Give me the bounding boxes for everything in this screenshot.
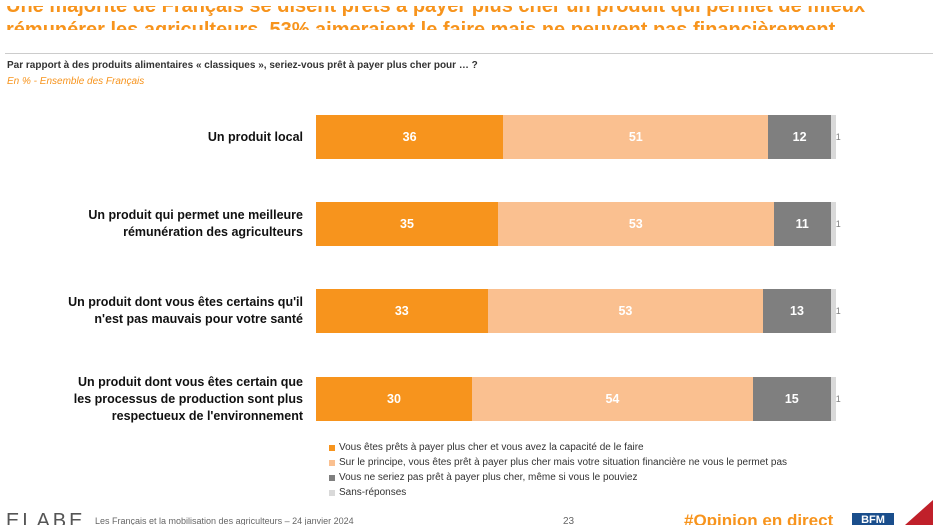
- category-label: Un produit qui permet une meilleure rémun…: [88, 207, 303, 241]
- legend-label: Vous ne seriez pas prêt à payer plus che…: [339, 472, 638, 483]
- bar-row: 35 53 11 1: [316, 202, 841, 246]
- bar-segment: 1: [830, 289, 841, 333]
- category-label-line: Un produit qui permet une meilleure: [88, 208, 303, 222]
- data-label: 1: [835, 394, 841, 404]
- bar-segment: 1: [830, 202, 841, 246]
- legend-swatch: [329, 459, 335, 466]
- bar-row: 36 51 12 1: [316, 115, 841, 159]
- bar-segment: 35: [316, 202, 498, 246]
- data-label: 54: [605, 392, 620, 406]
- bfm-logo: BFM: [852, 513, 894, 525]
- category-label: Un produit local: [208, 129, 303, 146]
- footer: ELABE Les Français et la mobilisation de…: [0, 513, 933, 525]
- bar-segment: 33: [316, 289, 488, 333]
- page-number: 23: [563, 516, 575, 525]
- footer-text: Les Français et la mobilisation des agri…: [95, 516, 354, 525]
- bar-segment: 53: [498, 202, 774, 246]
- data-label: 1: [835, 219, 841, 229]
- legend-item: Sur le principe, vous êtes prêt à payer …: [329, 455, 787, 470]
- base-subtitle: En % - Ensemble des Français: [7, 76, 145, 87]
- category-label-line: n'est pas mauvais pour votre santé: [94, 312, 303, 326]
- category-label-line: rémunération des agriculteurs: [123, 225, 303, 239]
- bar-segment: 13: [763, 289, 831, 333]
- bar-row: 30 54 15 1: [316, 377, 841, 421]
- bar-segment: 36: [316, 115, 504, 159]
- bar-segment: 51: [503, 115, 769, 159]
- data-label: 1: [835, 132, 841, 142]
- legend-label: Sur le principe, vous êtes prêt à payer …: [339, 457, 788, 468]
- data-label: 13: [790, 304, 804, 318]
- legend-swatch: [329, 444, 335, 451]
- category-label: Un produit dont vous êtes certains qu'il…: [68, 294, 303, 328]
- bar-segment: 54: [472, 377, 753, 421]
- hashtag: #Opinion en direct: [684, 513, 834, 525]
- category-label-line: les processus de production sont plus: [73, 391, 303, 406]
- legend-swatch: [329, 489, 335, 496]
- data-label: 1: [835, 306, 841, 316]
- category-label-line: Un produit dont vous êtes certains qu'il: [68, 295, 303, 309]
- question-text: Par rapport à des produits alimentaires …: [7, 60, 478, 71]
- bar-segment: 15: [752, 377, 831, 421]
- bar-segment: 12: [768, 115, 831, 159]
- legend-item: Sans-réponses: [329, 485, 787, 500]
- chart-legend: Vous êtes prêts à payer plus cher et vou…: [329, 440, 787, 500]
- data-label: 12: [792, 130, 807, 144]
- bar-row: 33 53 13 1: [316, 289, 841, 333]
- data-label: 53: [628, 217, 643, 231]
- legend-item: Vous ne seriez pas prêt à payer plus che…: [329, 470, 787, 485]
- title-line-2: rémunérer les agriculteurs, 53% aimeraie…: [6, 19, 836, 30]
- corner-decoration: [905, 500, 933, 525]
- category-label-line: respectueux de l'environnement: [111, 408, 303, 423]
- legend-item: Vous êtes prêts à payer plus cher et vou…: [329, 440, 787, 455]
- bar-segment: 11: [773, 202, 831, 246]
- bar-segment: 53: [487, 289, 764, 333]
- title-divider: [5, 53, 933, 54]
- category-label-line: Un produit local: [207, 129, 303, 144]
- data-label: 53: [618, 304, 633, 318]
- data-label: 11: [795, 217, 809, 231]
- category-label-line: Un produit dont vous êtes certain que: [77, 374, 303, 389]
- category-label: Un produit dont vous êtes certain que les…: [74, 374, 303, 425]
- data-label: 51: [628, 130, 643, 144]
- legend-label: Vous êtes prêts à payer plus cher et vou…: [339, 442, 644, 453]
- title-line-1: Une majorité de Français se disent prêts…: [6, 0, 866, 17]
- bar-segment: 1: [830, 115, 841, 159]
- bar-segment: 1: [830, 377, 841, 421]
- bar-segment: 30: [316, 377, 472, 421]
- data-label: 35: [400, 217, 414, 231]
- chart-title: Une majorité de Français se disent prêts…: [6, 0, 926, 30]
- data-label: 33: [394, 304, 409, 318]
- data-label: 15: [784, 392, 799, 406]
- legend-label: Sans-réponses: [339, 487, 407, 498]
- legend-swatch: [329, 474, 335, 481]
- data-label: 30: [387, 392, 401, 406]
- data-label: 36: [402, 130, 417, 144]
- elabe-logo: ELABE: [6, 513, 86, 525]
